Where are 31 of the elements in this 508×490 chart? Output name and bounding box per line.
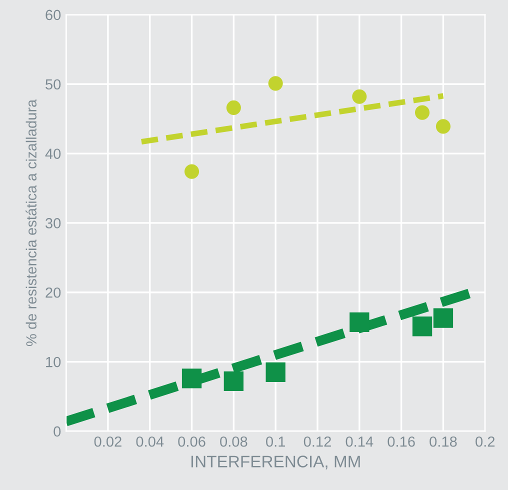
x-tick-label: 0.16 bbox=[388, 436, 415, 447]
y-tick-label: 30 bbox=[46, 218, 61, 228]
x-axis-title: INTERFERENCIA, MM bbox=[191, 456, 360, 470]
point bbox=[433, 308, 454, 328]
x-tick-label: 0.08 bbox=[220, 436, 248, 447]
point bbox=[266, 362, 286, 382]
x-tick-label: 0.18 bbox=[430, 436, 457, 447]
point bbox=[414, 105, 430, 120]
y-tick-label: 20 bbox=[46, 287, 61, 298]
y-tick-label: 40 bbox=[45, 148, 61, 159]
x-tick-label: 0.1 bbox=[266, 436, 286, 447]
point bbox=[226, 100, 241, 115]
point bbox=[182, 368, 202, 388]
x-tick-label: 0.02 bbox=[94, 436, 122, 447]
x-tick-label: 0.14 bbox=[346, 436, 374, 447]
point bbox=[412, 316, 432, 336]
point bbox=[184, 164, 200, 179]
point bbox=[352, 89, 367, 104]
point bbox=[224, 371, 244, 392]
x-tick-label: 0.04 bbox=[136, 436, 164, 447]
y-tick-label: 50 bbox=[46, 79, 61, 90]
x-tick-label: 0.12 bbox=[304, 436, 331, 447]
x-tick-label: 0.2 bbox=[476, 436, 495, 447]
y-tick-label: 0 bbox=[54, 426, 61, 437]
x-tick-label: 0.06 bbox=[178, 436, 206, 447]
point bbox=[268, 76, 283, 91]
y-tick-label: 10 bbox=[46, 356, 61, 368]
point bbox=[436, 119, 451, 134]
y-tick-label: 60 bbox=[46, 10, 61, 20]
point bbox=[350, 312, 370, 332]
y-axis-title: % de resistencia estática a cizalladura bbox=[26, 99, 37, 346]
